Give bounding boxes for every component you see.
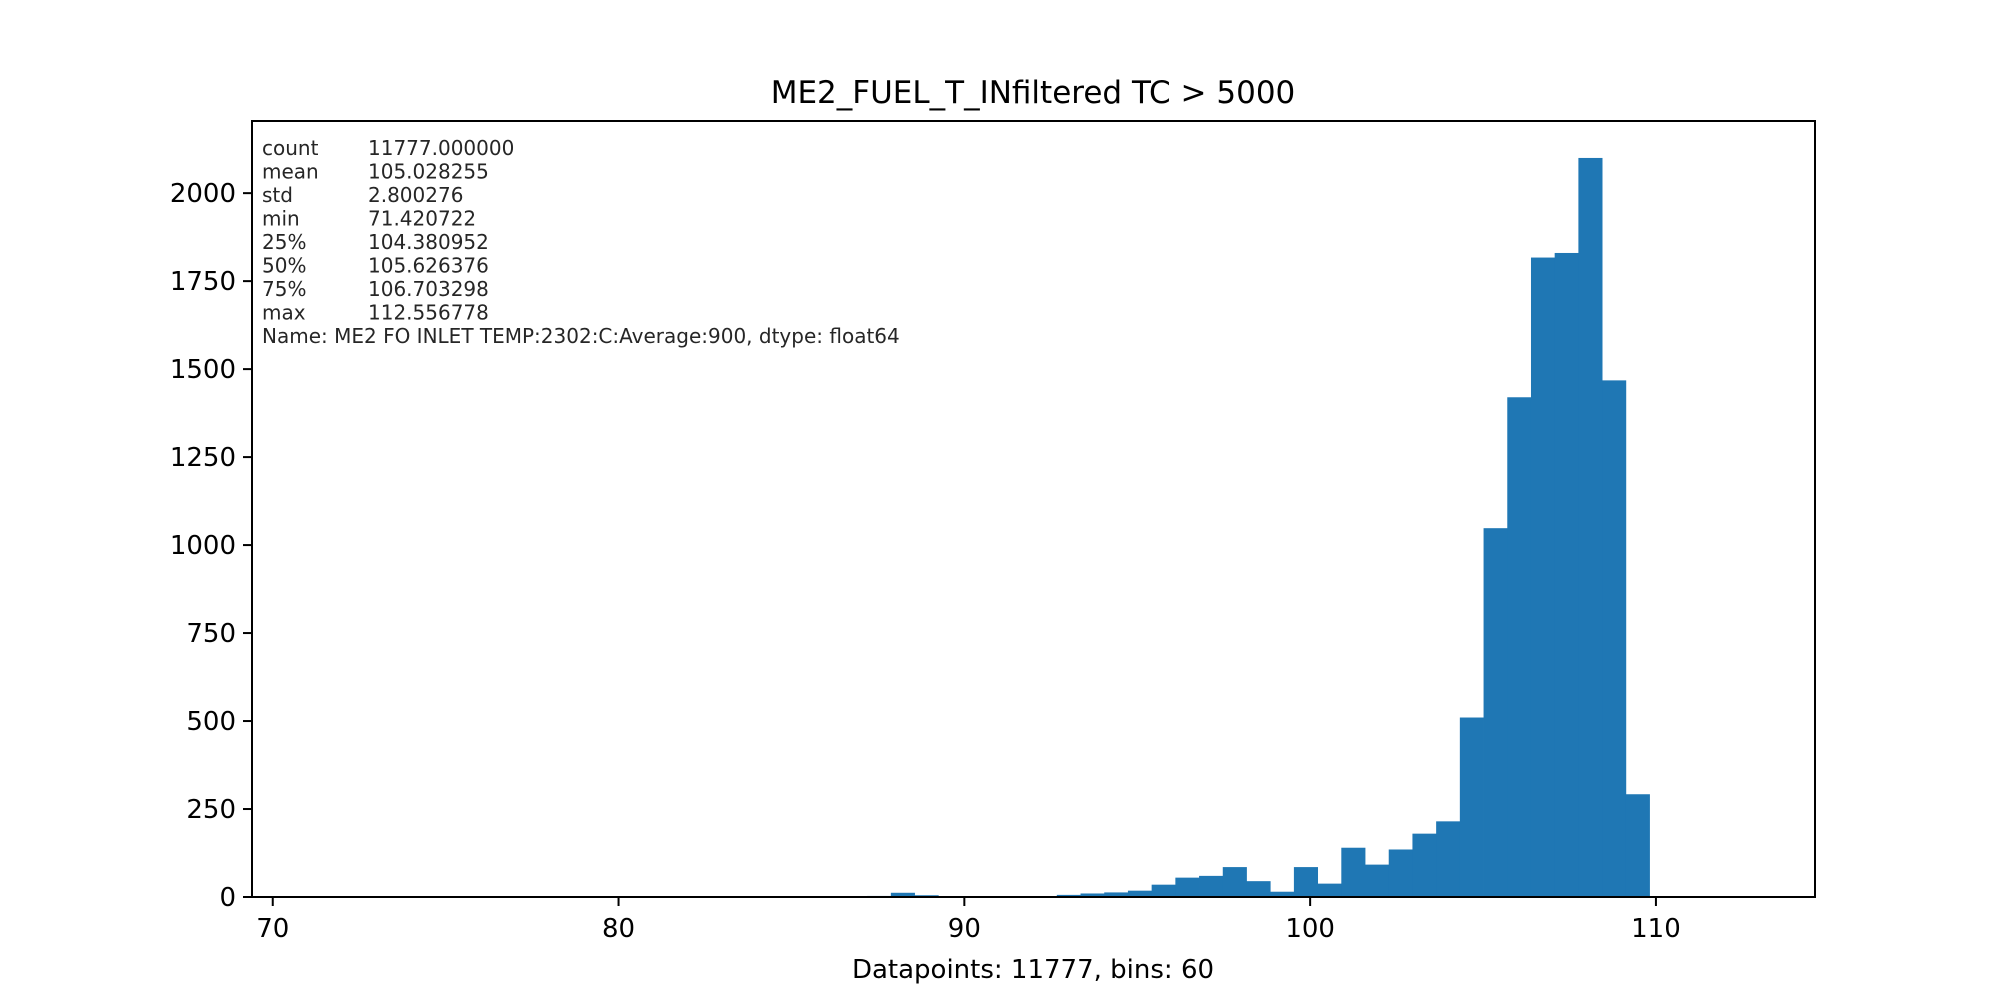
stats-name-line: Name: ME2 FO INLET TEMP:2302:C:Average:9… bbox=[262, 324, 900, 348]
histogram-bar bbox=[1578, 157, 1603, 897]
histogram-bar bbox=[1199, 875, 1224, 897]
y-tick-label: 1250 bbox=[170, 443, 236, 473]
histogram-bar bbox=[1388, 849, 1413, 897]
stats-label: std bbox=[262, 183, 293, 207]
y-tick-label: 0 bbox=[219, 883, 236, 913]
stats-label: max bbox=[262, 301, 306, 325]
y-tick-label: 250 bbox=[186, 795, 236, 825]
x-axis-label: Datapoints: 11777, bins: 60 bbox=[852, 955, 1214, 985]
stats-value: 11777.000000 bbox=[368, 136, 514, 160]
stats-value: 112.556778 bbox=[368, 301, 489, 325]
bars-group bbox=[867, 157, 1745, 898]
stats-label: min bbox=[262, 207, 300, 231]
y-tick-label: 500 bbox=[186, 707, 236, 737]
histogram-bar bbox=[1412, 833, 1437, 897]
y-axis: 0 250 500 750 1000 1250 1500 1750 2000 bbox=[170, 179, 252, 913]
plot-frame bbox=[251, 120, 1816, 898]
x-tick-label: 90 bbox=[948, 914, 981, 944]
histogram-bar bbox=[1270, 891, 1295, 897]
y-tick-label: 1750 bbox=[170, 267, 236, 297]
x-tick-label: 100 bbox=[1285, 914, 1335, 944]
stats-label: count bbox=[262, 136, 319, 160]
histogram-bar bbox=[1222, 867, 1247, 897]
stats-value: 71.420722 bbox=[368, 207, 476, 231]
histogram-bar bbox=[1341, 847, 1366, 897]
stats-value: 105.028255 bbox=[368, 160, 489, 184]
stats-label: mean bbox=[262, 160, 319, 184]
histogram-bar bbox=[1507, 397, 1532, 897]
stats-value: 106.703298 bbox=[368, 277, 489, 301]
histogram-bar bbox=[1104, 892, 1129, 897]
y-tick-label: 1000 bbox=[170, 531, 236, 561]
histogram-bar bbox=[1246, 881, 1271, 897]
histogram-bar bbox=[1365, 864, 1390, 897]
stats-label: 50% bbox=[262, 254, 306, 278]
chart-title: ME2_FUEL_T_INfiltered TC > 5000 bbox=[771, 75, 1296, 111]
histogram-bar bbox=[890, 892, 915, 897]
histogram-bar bbox=[1317, 883, 1342, 897]
stats-annotation: count 11777.000000 mean 105.028255 std 2.8002… bbox=[262, 136, 900, 348]
histogram-bar bbox=[1530, 257, 1556, 897]
x-tick-label: 80 bbox=[602, 914, 635, 944]
histogram-bar bbox=[1151, 884, 1176, 897]
y-tick-label: 750 bbox=[186, 619, 236, 649]
stats-label: 25% bbox=[262, 230, 306, 254]
stats-value: 104.380952 bbox=[368, 230, 489, 254]
x-tick-label: 70 bbox=[256, 914, 289, 944]
histogram-bar bbox=[1459, 717, 1484, 897]
stats-value: 2.800276 bbox=[368, 183, 463, 207]
histogram-bar bbox=[1127, 890, 1153, 897]
histogram-bar bbox=[1625, 794, 1650, 897]
histogram-bar bbox=[1080, 893, 1105, 897]
x-tick-label: 110 bbox=[1631, 914, 1681, 944]
stats-label: 75% bbox=[262, 277, 306, 301]
x-axis: 70 80 90 100 110 bbox=[256, 897, 1681, 944]
histogram-bar bbox=[1554, 252, 1579, 898]
histogram-bar bbox=[1436, 821, 1461, 897]
y-tick-label: 1500 bbox=[170, 355, 236, 385]
histogram-bar bbox=[1602, 380, 1627, 897]
stats-value: 105.626376 bbox=[368, 254, 489, 278]
histogram-bar bbox=[1293, 867, 1319, 897]
histogram-bar bbox=[1056, 894, 1081, 897]
histogram-bar bbox=[1175, 877, 1200, 897]
y-tick-label: 2000 bbox=[170, 179, 236, 209]
histogram-bar bbox=[1483, 528, 1508, 897]
